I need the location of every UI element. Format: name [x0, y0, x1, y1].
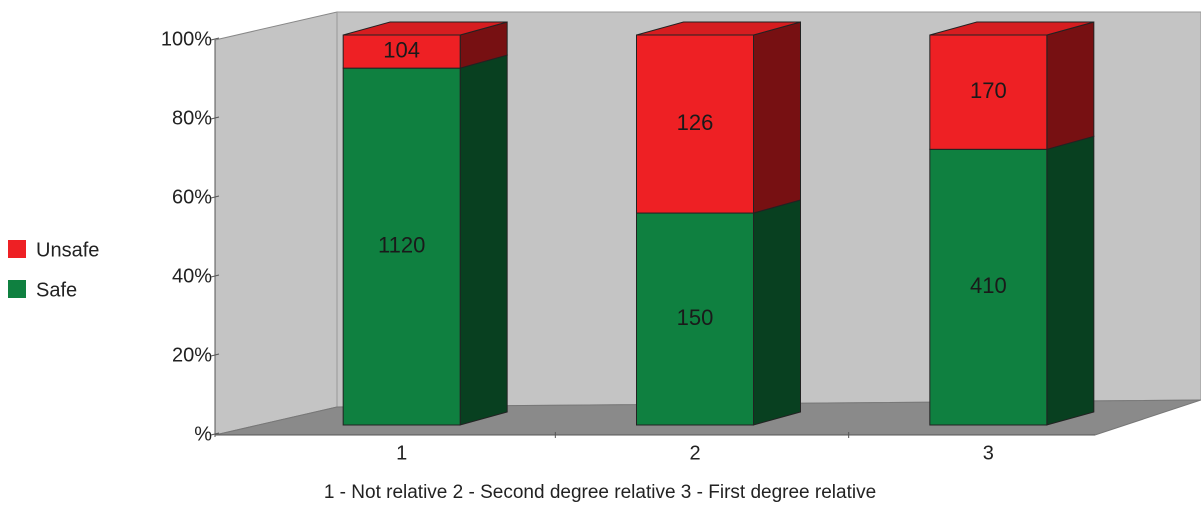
- bar-side: [753, 21, 801, 214]
- bar: [929, 34, 1048, 150]
- value-label: 126: [677, 110, 714, 135]
- bar-side: [1046, 21, 1095, 150]
- bar-side: [753, 199, 801, 426]
- bar: [929, 148, 1048, 426]
- bar-side: [459, 54, 508, 426]
- value-label: 170: [970, 78, 1007, 103]
- bar: [636, 34, 754, 214]
- bar-side: [1046, 135, 1095, 426]
- value-label: 1120: [378, 232, 425, 257]
- x-tick-label: 2: [689, 442, 700, 464]
- value-label: 150: [677, 305, 714, 330]
- y-tick: [210, 116, 220, 120]
- legend-label: Unsafe: [36, 239, 99, 261]
- bar: [342, 34, 461, 69]
- value-label: 104: [383, 37, 420, 62]
- y-tick: [210, 274, 220, 278]
- left-wall: [214, 11, 338, 436]
- y-tick-label: 100%: [161, 28, 212, 50]
- y-tick: [210, 353, 220, 357]
- x-tick-label: 3: [983, 442, 994, 464]
- y-tick: [210, 432, 220, 436]
- bar: [342, 67, 461, 426]
- legend-swatch: [8, 280, 26, 298]
- y-tick-label: %: [194, 423, 212, 445]
- value-label: 410: [970, 273, 1007, 298]
- y-tick-label: 80%: [172, 107, 212, 129]
- x-note: 1 - Not relative 2 - Second degree relat…: [324, 482, 876, 503]
- legend-swatch: [8, 240, 26, 258]
- x-tick-label: 1: [396, 442, 407, 464]
- y-tick-label: 20%: [172, 344, 212, 366]
- y-tick: [210, 195, 220, 199]
- bar: [636, 212, 754, 426]
- legend-label: Safe: [36, 279, 77, 301]
- y-tick-label: 40%: [172, 265, 212, 287]
- y-tick: [210, 37, 220, 41]
- y-tick-label: 60%: [172, 186, 212, 208]
